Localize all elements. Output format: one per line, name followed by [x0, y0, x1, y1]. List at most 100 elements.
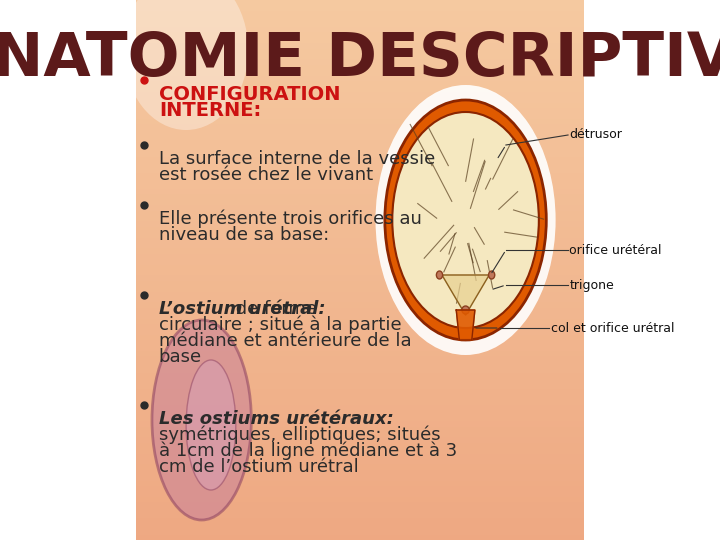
Bar	[136, 356, 584, 362]
Bar	[136, 481, 584, 486]
Bar	[136, 378, 584, 383]
Text: base: base	[159, 348, 202, 366]
Bar	[136, 49, 584, 54]
Bar	[136, 27, 584, 32]
Polygon shape	[442, 275, 489, 315]
Bar	[136, 524, 584, 529]
Text: niveau de sa base:: niveau de sa base:	[159, 226, 329, 244]
Bar	[136, 167, 584, 173]
Bar	[136, 200, 584, 205]
Bar	[136, 497, 584, 502]
Bar	[136, 32, 584, 38]
Ellipse shape	[385, 100, 546, 340]
Bar	[136, 475, 584, 481]
Bar	[136, 400, 584, 405]
Text: ANATOMIE DESCRIPTIVE: ANATOMIE DESCRIPTIVE	[0, 30, 720, 89]
Bar	[136, 427, 584, 432]
Bar	[136, 410, 584, 416]
Bar	[136, 437, 584, 443]
Bar	[136, 124, 584, 130]
Ellipse shape	[186, 360, 235, 490]
Bar	[136, 297, 584, 302]
Text: L’ostium urétral:: L’ostium urétral:	[159, 300, 325, 318]
Text: Elle présente trois orifices au: Elle présente trois orifices au	[159, 210, 422, 228]
Bar	[136, 22, 584, 27]
Bar	[136, 140, 584, 146]
Bar	[136, 324, 584, 329]
Bar	[136, 130, 584, 135]
Ellipse shape	[489, 271, 495, 279]
Bar	[136, 340, 584, 346]
Polygon shape	[456, 310, 475, 340]
Bar	[136, 205, 584, 211]
Text: circulaire ; situé à la partie: circulaire ; situé à la partie	[159, 316, 402, 334]
Bar	[136, 259, 584, 265]
Bar	[136, 194, 584, 200]
Text: Les ostiums urétéraux:: Les ostiums urétéraux:	[159, 410, 394, 428]
Bar	[136, 211, 584, 216]
Bar	[136, 70, 584, 76]
Bar	[136, 459, 584, 464]
Text: est rosée chez le vivant: est rosée chez le vivant	[159, 166, 373, 184]
Bar	[136, 335, 584, 340]
Text: cm de l’ostium urétral: cm de l’ostium urétral	[159, 458, 359, 476]
Bar	[136, 416, 584, 421]
Bar	[136, 81, 584, 86]
Ellipse shape	[436, 271, 443, 279]
Bar	[136, 448, 584, 454]
Bar	[136, 502, 584, 508]
Bar	[136, 383, 584, 389]
Text: CONFIGURATION: CONFIGURATION	[159, 85, 341, 104]
Bar	[136, 43, 584, 49]
Bar	[136, 270, 584, 275]
Bar	[136, 135, 584, 140]
Text: INTERNE:: INTERNE:	[159, 101, 261, 120]
Bar	[136, 281, 584, 286]
Bar	[136, 329, 584, 335]
Text: à 1cm de la ligne médiane et à 3: à 1cm de la ligne médiane et à 3	[159, 442, 457, 461]
Bar	[136, 454, 584, 459]
Text: col et orifice urétral: col et orifice urétral	[551, 321, 674, 334]
Bar	[136, 529, 584, 535]
Bar	[136, 432, 584, 437]
Bar	[136, 113, 584, 119]
Bar	[136, 346, 584, 351]
Bar	[136, 108, 584, 113]
Text: médiane et antérieure de la: médiane et antérieure de la	[159, 332, 411, 350]
Bar	[136, 286, 584, 292]
Bar	[136, 389, 584, 394]
Bar	[136, 54, 584, 59]
Bar	[136, 491, 584, 497]
Bar	[136, 86, 584, 92]
Bar	[136, 184, 584, 189]
Bar	[136, 513, 584, 518]
Bar	[136, 162, 584, 167]
Text: de forme: de forme	[230, 300, 318, 318]
Bar	[136, 119, 584, 124]
Ellipse shape	[124, 0, 248, 130]
Bar	[136, 405, 584, 410]
Bar	[136, 313, 584, 319]
Bar	[136, 319, 584, 324]
Bar	[136, 238, 584, 243]
Bar	[136, 178, 584, 184]
Bar	[136, 151, 584, 157]
Text: La surface interne de la vessie: La surface interne de la vessie	[159, 150, 435, 168]
Bar	[136, 302, 584, 308]
Bar	[136, 518, 584, 524]
Ellipse shape	[392, 112, 539, 328]
Bar	[136, 65, 584, 70]
Bar	[136, 232, 584, 238]
Bar	[136, 227, 584, 232]
Bar	[136, 470, 584, 475]
Bar	[136, 373, 584, 378]
Ellipse shape	[376, 85, 556, 355]
Bar	[136, 486, 584, 491]
Bar	[136, 508, 584, 513]
Bar	[136, 275, 584, 281]
Text: orifice urétéral: orifice urétéral	[570, 244, 662, 256]
Bar	[136, 157, 584, 162]
Bar	[136, 0, 584, 5]
Bar	[136, 76, 584, 81]
Ellipse shape	[152, 320, 251, 520]
